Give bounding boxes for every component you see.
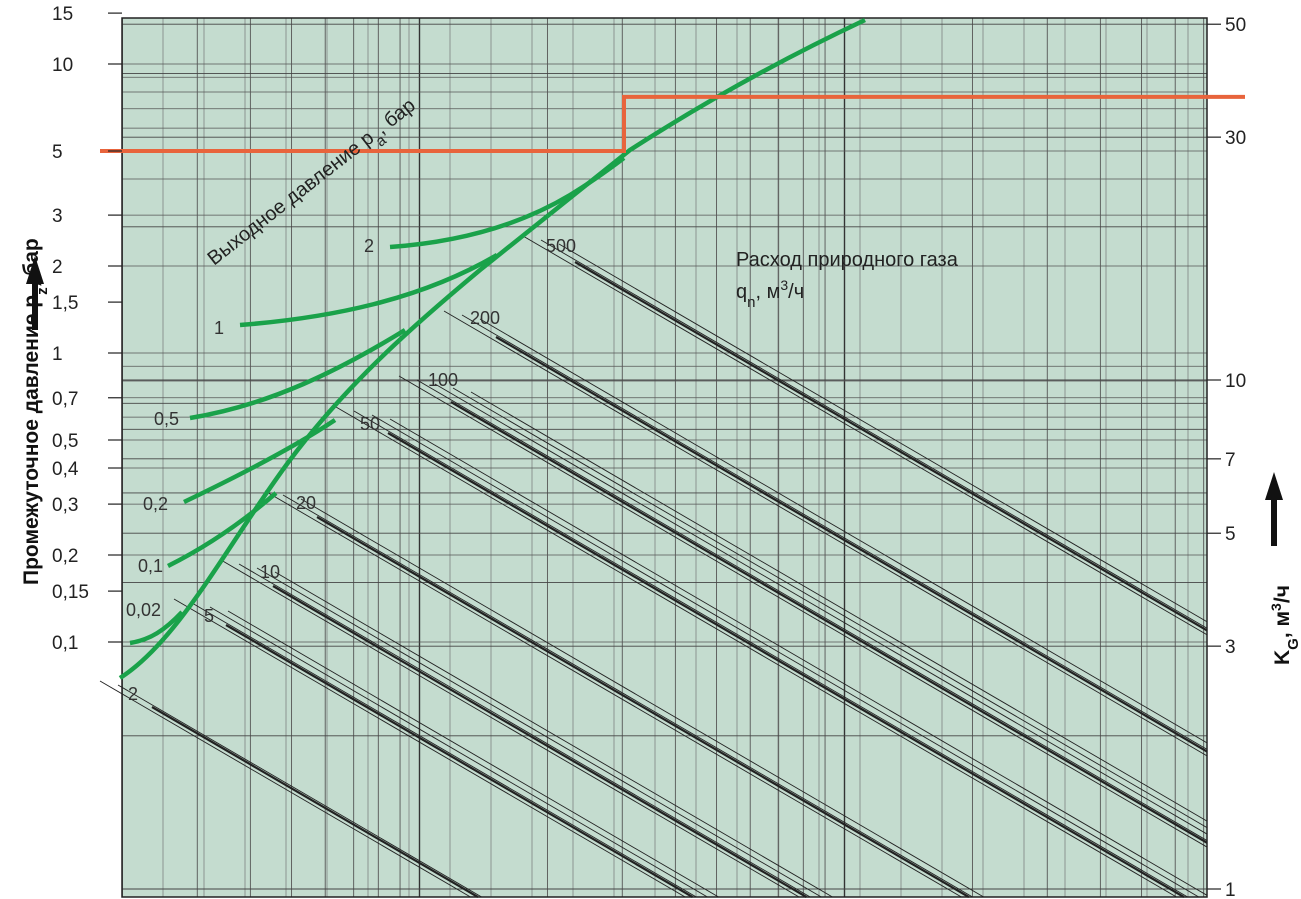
flow-line: [173, 598, 686, 898]
outlet-curve: [239, 253, 499, 328]
flow-line-label: 100: [428, 370, 458, 390]
left-tick-label: 0,2: [52, 546, 78, 567]
outlet-curve: [183, 418, 337, 505]
flow-line: [300, 498, 984, 898]
flow-line: [220, 559, 800, 898]
outlet-curve-label: 0,2: [143, 494, 168, 514]
flow-line: [264, 490, 962, 898]
flow-line-label: 500: [546, 236, 576, 256]
flow-line: [117, 684, 482, 898]
flow-line: [479, 318, 1208, 744]
flow-line: [191, 602, 697, 898]
up-arrow-icon-right: [1265, 472, 1283, 546]
flow-line: [461, 314, 1208, 750]
right-tick-label: 1: [1225, 880, 1236, 899]
left-tick-label: 5: [52, 142, 63, 163]
flow-line: [99, 680, 471, 898]
left-tick-label: 0,4: [52, 459, 79, 480]
outlet-pressure-curves: 2 1 0,5 0,2 0,1 0,02: [118, 17, 866, 680]
flow-line-label: 10: [260, 562, 280, 582]
flow-line: [495, 336, 1208, 753]
flow-line-label: 20: [296, 493, 316, 513]
outlet-curve-label: 0,5: [154, 409, 179, 429]
left-tick-label: 1,5: [52, 293, 78, 314]
flow-line: [443, 310, 1208, 757]
flow-line: [387, 432, 1185, 898]
chart-labels: 2015105321,510,70,50,40,30,20,150,110070…: [52, 4, 1246, 899]
right-tick-label: 7: [1225, 450, 1236, 471]
envelope-curve: [118, 17, 866, 680]
flow-line-label: 5: [204, 606, 214, 626]
flow-line: [151, 706, 479, 898]
flow-line: [316, 516, 970, 898]
flow-line: [416, 379, 1208, 841]
flow-line: [238, 563, 811, 898]
flow-label-line2: qn, м3/ч: [736, 277, 804, 311]
right-tick-label: 30: [1225, 128, 1246, 149]
example-lines: [100, 94, 1245, 153]
outlet-curve: [389, 156, 626, 250]
flow-line: [282, 494, 973, 898]
flow-lines: 2 5 10 20 50 100 200 500: [99, 235, 1208, 898]
plot-background: [122, 18, 1207, 897]
outlet-curve-label: 0,02: [126, 600, 161, 620]
flow-line: [434, 383, 1208, 835]
outlet-curve: [166, 491, 278, 569]
flow-line: [227, 610, 719, 898]
flow-line: [353, 410, 1188, 898]
up-arrow-icon: [26, 256, 44, 330]
flow-line: [558, 243, 1208, 623]
flow-line: [272, 585, 808, 898]
flow-line-label: 2: [128, 684, 138, 704]
outlet-curve: [189, 328, 407, 421]
left-tick-label: 0,1: [52, 633, 78, 654]
flow-line: [574, 261, 1208, 632]
flow-line: [470, 391, 1208, 822]
outlet-curve-label: 0,1: [138, 556, 163, 576]
left-tick-label: 0,15: [52, 582, 89, 603]
flow-line: [398, 375, 1208, 848]
outlet-curve-label: 1: [214, 318, 224, 338]
flow-line: [371, 414, 1199, 898]
flow-line: [256, 567, 822, 898]
right-tick-label: 5: [1225, 524, 1236, 545]
left-tick-label: 3: [52, 206, 63, 227]
left-tick-label: 1: [52, 344, 63, 365]
right-tick-label: 10: [1225, 371, 1246, 392]
flow-line: [452, 387, 1208, 828]
flow-line: [209, 606, 708, 898]
left-tick-label: 0,3: [52, 495, 78, 516]
flow-line: [540, 239, 1208, 629]
left-tick-label: 2: [52, 257, 63, 278]
left-tick-label: 15: [52, 4, 73, 25]
right-tick-label: 3: [1225, 637, 1236, 658]
flow-line: [450, 401, 1208, 844]
outlet-curve: [129, 610, 184, 646]
plot-frame: [121, 17, 1208, 898]
flow-line-label: 200: [470, 308, 500, 328]
flow-label-line1: Расход природного газа: [736, 249, 959, 271]
right-tick-label: 50: [1225, 15, 1246, 36]
flow-line: [522, 235, 1208, 636]
flow-line: [274, 571, 833, 898]
flow-line-label: 50: [360, 414, 380, 434]
outlet-curve-label: 2: [364, 236, 374, 256]
flow-line: [335, 406, 1177, 898]
flow-line: [225, 624, 694, 898]
flow-line: [389, 418, 1208, 896]
right-axis-title: KG, м3/ч: [1268, 585, 1301, 665]
left-tick-label: 0,7: [52, 389, 78, 410]
left-tick-label: 0,5: [52, 431, 78, 452]
example-path: [100, 94, 1245, 153]
left-tick-label: 10: [52, 55, 73, 76]
